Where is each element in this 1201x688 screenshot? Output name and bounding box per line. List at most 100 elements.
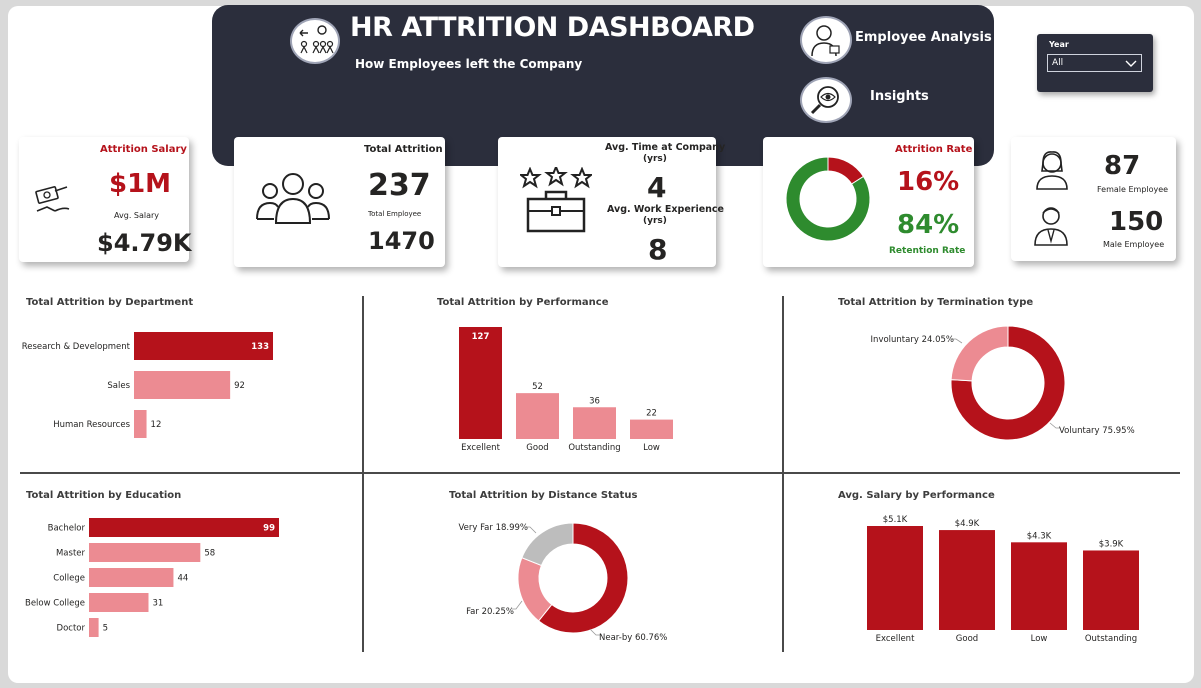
data-label: 22 (646, 409, 657, 419)
data-label: 36 (589, 396, 600, 406)
data-label: 133 (251, 342, 269, 352)
distance-slice (537, 522, 629, 634)
avg-time-value: 4 (647, 171, 667, 204)
distance-slice (517, 557, 553, 622)
salary-performance-chart-title: Avg. Salary by Performance (838, 490, 995, 501)
category-label: Good (956, 634, 978, 644)
avg-work-exp-value: 8 (648, 233, 668, 266)
bar (573, 407, 616, 439)
category-label: Bachelor (48, 524, 86, 534)
female-label: Female Employee (1097, 185, 1169, 194)
insights-icon[interactable] (800, 77, 852, 123)
insights-link[interactable]: Insights (870, 89, 929, 104)
male-label: Male Employee (1103, 240, 1165, 249)
data-label: Voluntary 75.95% (1059, 426, 1135, 436)
distance-chart-title: Total Attrition by Distance Status (449, 490, 638, 501)
data-label: $4.3K (1027, 531, 1052, 541)
year-dropdown[interactable]: All (1047, 54, 1142, 72)
bar (1083, 550, 1139, 630)
bar (134, 332, 273, 360)
data-label: 44 (177, 574, 188, 584)
category-label: Outstanding (1085, 634, 1137, 644)
data-label: 12 (151, 420, 162, 430)
data-label: Near-by 60.76% (599, 633, 667, 643)
avg-time-unit: (yrs) (643, 154, 667, 164)
avg-salary-label: Avg. Salary (114, 211, 160, 220)
data-label: $3.9K (1099, 539, 1124, 549)
category-label: Research & Development (22, 342, 131, 352)
page-subtitle: How Employees left the Company (355, 57, 583, 71)
bar (134, 410, 147, 438)
category-label: Outstanding (568, 443, 620, 453)
performance-bar-chart: 127 Excellent 52 Good 36 Outstanding 22 Low (459, 327, 673, 453)
category-label: Good (526, 443, 548, 453)
category-label: Excellent (876, 634, 915, 644)
attrition-salary-value: $1M (109, 169, 172, 199)
bar (89, 543, 201, 562)
attrition-rate-donut (785, 156, 871, 242)
total-attrition-card: Total Attrition 237 Total Employee 1470 (234, 137, 445, 267)
bar (459, 327, 502, 439)
rate-donut-slice (785, 156, 871, 242)
leader-line (526, 526, 537, 534)
distance-donut-chart: Near-by 60.76% Far 20.25% Very Far 18.99% (458, 522, 667, 643)
retention-rate-value: 84% (897, 210, 960, 240)
bar (89, 568, 174, 587)
bar (89, 593, 149, 612)
data-label: 5 (103, 624, 108, 634)
category-label: Low (1031, 634, 1048, 644)
retention-rate-label: Retention Rate (889, 246, 966, 256)
data-label: $5.1K (883, 515, 908, 525)
bar (867, 526, 923, 630)
female-icon (1036, 151, 1068, 190)
termination-chart-title: Total Attrition by Termination type (838, 297, 1034, 308)
chevron-down-icon (1125, 60, 1137, 67)
year-slicer: Year All (1037, 34, 1153, 92)
employee-analysis-icon[interactable] (800, 16, 852, 64)
avg-time-label: Avg. Time at Company (605, 142, 726, 153)
attrition-flow-icon (290, 18, 340, 64)
category-label: Master (56, 549, 86, 559)
gender-card: 87 Female Employee 150 Male Employee (1011, 137, 1176, 261)
total-attrition-value: 237 (368, 168, 431, 203)
data-label: Very Far 18.99% (458, 523, 528, 533)
attrition-rate-card: Attrition Rate 16% 84% Retention Rate (763, 137, 974, 267)
bar (89, 518, 279, 537)
category-label: College (53, 574, 85, 584)
leader-line (589, 628, 600, 636)
grid-divider-right (782, 296, 784, 652)
group-people-icon (256, 173, 330, 224)
bar (939, 530, 995, 630)
data-label: 52 (532, 382, 543, 392)
male-icon (1034, 207, 1068, 246)
data-label: Involuntary 24.05% (871, 335, 954, 345)
bar (630, 419, 673, 439)
leader-line (952, 338, 963, 344)
avg-work-exp-label: Avg. Work Experience (607, 204, 724, 215)
female-count: 87 (1104, 151, 1141, 181)
leader-line (1049, 422, 1060, 429)
employee-analysis-link[interactable]: Employee Analysis (855, 30, 992, 45)
briefcase-stars-icon (520, 167, 592, 233)
data-label: 99 (263, 524, 275, 534)
data-label: 31 (152, 599, 163, 609)
total-employee-value: 1470 (368, 227, 435, 255)
avg-work-exp-unit: (yrs) (643, 216, 667, 226)
bar (1011, 542, 1067, 630)
leader-line (512, 600, 523, 610)
money-hand-icon (35, 186, 70, 212)
salary-performance-bar-chart: $5.1K Excellent $4.9K Good $4.3K Low $3.9K Outs… (867, 515, 1139, 644)
grid-divider-horizontal (20, 472, 1180, 474)
category-label: Sales (107, 381, 130, 391)
category-label: Doctor (57, 624, 86, 634)
data-label: 92 (234, 381, 245, 391)
category-label: Excellent (461, 443, 500, 453)
year-dropdown-value: All (1052, 58, 1064, 68)
termination-slice (950, 325, 1066, 441)
department-bar-chart: Research & Development 133 Sales 92 Human Re… (22, 332, 273, 438)
termination-donut-chart: Voluntary 75.95% Involuntary 24.05% (871, 325, 1135, 441)
data-label: 127 (472, 332, 490, 342)
bar (516, 393, 559, 439)
total-employee-label: Total Employee (368, 210, 422, 218)
avg-salary-value: $4.79K (97, 229, 192, 257)
